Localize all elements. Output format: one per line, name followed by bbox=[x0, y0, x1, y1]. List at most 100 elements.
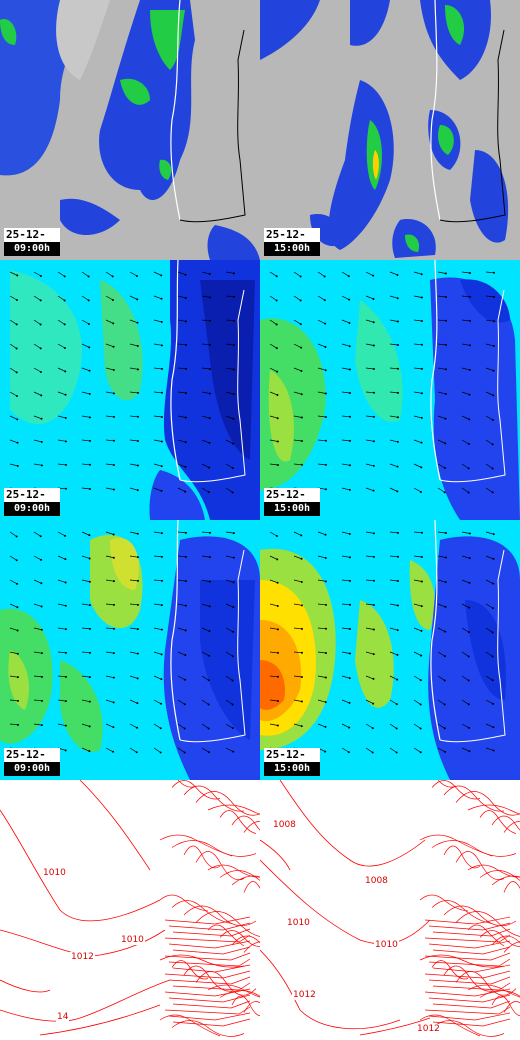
wind-arrow-head bbox=[444, 532, 447, 535]
wind-arrow-head bbox=[184, 490, 187, 493]
wind-arrow bbox=[437, 651, 446, 657]
wind-arrow bbox=[437, 295, 446, 298]
wind-arrow-head bbox=[468, 532, 471, 535]
wind-arrow-head bbox=[443, 491, 446, 494]
wind-arrow bbox=[269, 555, 278, 560]
wind-arrow bbox=[201, 319, 210, 322]
wind-arrow bbox=[485, 295, 494, 298]
wind-arrow-head bbox=[419, 727, 422, 730]
wind-arrow bbox=[365, 723, 374, 729]
wind-arrow-head bbox=[444, 392, 447, 395]
isobar-line bbox=[455, 851, 505, 881]
wind-arrow bbox=[365, 463, 374, 467]
wind-arrow-head bbox=[184, 555, 187, 558]
wind-arrow bbox=[33, 367, 42, 373]
wind-arrow-head bbox=[275, 275, 278, 278]
wind-arrow-head bbox=[420, 629, 423, 632]
wind-arrow-head bbox=[396, 440, 399, 443]
wind-arrow-head bbox=[348, 321, 351, 324]
wind-arrow bbox=[81, 627, 90, 630]
wind-arrow-head bbox=[208, 466, 211, 469]
wind-arrow-head bbox=[492, 295, 495, 298]
wind-arrow bbox=[177, 487, 186, 492]
wind-arrow bbox=[389, 747, 397, 753]
wind-arrow bbox=[105, 415, 114, 418]
wind-arrow bbox=[317, 271, 325, 277]
wind-arrow-head bbox=[64, 749, 67, 752]
wind-arrow-head bbox=[275, 299, 278, 302]
wind-arrow bbox=[81, 439, 90, 442]
wind-arrow bbox=[365, 675, 374, 680]
wind-arrow-head bbox=[444, 417, 447, 420]
wind-arrow bbox=[437, 343, 446, 346]
wind-arrow bbox=[9, 699, 18, 702]
wind-arrow bbox=[177, 295, 186, 299]
wind-arrow-head bbox=[300, 651, 303, 654]
wind-arrow bbox=[153, 723, 161, 729]
wind-arrow-head bbox=[207, 727, 210, 730]
wind-arrow bbox=[461, 319, 470, 322]
wind-arrow bbox=[153, 627, 162, 631]
isobar-line bbox=[432, 1018, 511, 1027]
wind-arrow-head bbox=[160, 416, 163, 419]
wind-arrow bbox=[389, 343, 398, 346]
wind-arrow-head bbox=[136, 321, 139, 324]
wind-arrow bbox=[293, 699, 302, 702]
wind-arrow-head bbox=[160, 702, 163, 705]
wind-arrow bbox=[57, 319, 65, 325]
wind-arrow-head bbox=[443, 679, 446, 682]
isobar-line bbox=[164, 916, 251, 925]
wind-arrow bbox=[293, 367, 302, 372]
wind-arrow bbox=[201, 487, 210, 493]
wind-arrow bbox=[413, 723, 421, 729]
wind-arrow bbox=[461, 627, 470, 633]
wind-arrow-head bbox=[420, 367, 423, 370]
wind-arrow-head bbox=[207, 751, 210, 754]
wind-arrow-head bbox=[300, 627, 303, 630]
wind-arrow-head bbox=[87, 299, 90, 302]
wind-arrow bbox=[269, 343, 278, 349]
wind-arrow bbox=[105, 531, 114, 535]
wind-arrow bbox=[177, 531, 186, 534]
wind-arrow-head bbox=[491, 418, 494, 421]
isobar-line bbox=[172, 982, 251, 991]
wind-vectors bbox=[9, 531, 235, 754]
wind-arrow-head bbox=[468, 750, 471, 753]
wind-arrow-head bbox=[276, 370, 279, 373]
wind-arrow bbox=[129, 555, 138, 558]
wind-arrow-head bbox=[372, 702, 375, 705]
wind-arrow bbox=[437, 627, 446, 632]
isobar-line bbox=[479, 930, 520, 947]
wind-arrow-head bbox=[64, 558, 67, 561]
wind-arrow bbox=[485, 319, 494, 322]
wind-arrow-head bbox=[491, 631, 494, 634]
wind-arrow-head bbox=[372, 532, 375, 535]
wind-arrow-head bbox=[208, 441, 211, 444]
wind-arrow bbox=[57, 603, 66, 607]
wind-arrow-head bbox=[324, 463, 327, 466]
isobar-field-1500 bbox=[260, 780, 520, 1040]
precip-map-1500: 25-12-15 15:00h bbox=[260, 0, 520, 260]
wind-arrow-head bbox=[207, 703, 210, 706]
wind-arrow-head bbox=[300, 416, 303, 419]
wind-arrow-head bbox=[300, 580, 303, 583]
wind-arrow-head bbox=[491, 491, 494, 494]
wind-arrow-head bbox=[136, 628, 139, 631]
wind-arrow bbox=[201, 439, 210, 444]
wind-arrow-head bbox=[372, 489, 375, 492]
wind-arrow bbox=[461, 391, 470, 395]
wind-arrow-head bbox=[371, 751, 374, 754]
wind-arrow bbox=[177, 439, 186, 443]
wind-arrow bbox=[9, 319, 17, 325]
wind-arrow bbox=[413, 295, 422, 298]
wind-arrow-head bbox=[276, 651, 279, 654]
wind-arrow-head bbox=[492, 271, 495, 274]
wind-arrow-head bbox=[112, 603, 115, 606]
wind-arrow bbox=[461, 487, 469, 493]
isobar-line bbox=[419, 954, 505, 968]
wind-arrow bbox=[129, 367, 138, 370]
wind-arrow bbox=[129, 271, 138, 277]
wind-arrow-head bbox=[112, 322, 115, 325]
isobar-line bbox=[168, 1012, 251, 1021]
wind-arrow bbox=[225, 343, 234, 346]
